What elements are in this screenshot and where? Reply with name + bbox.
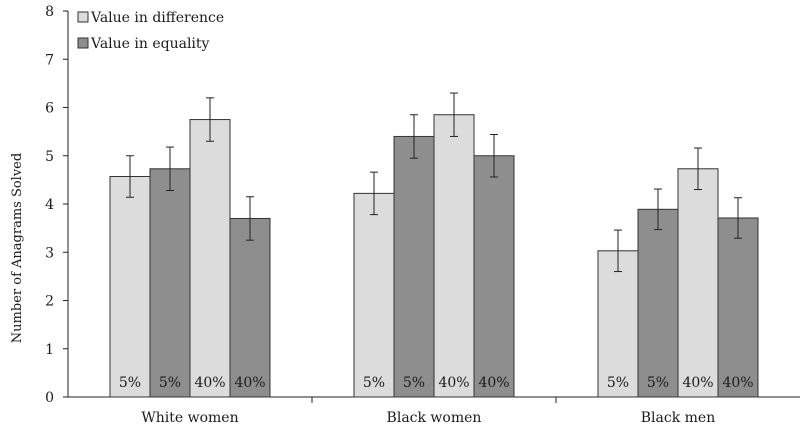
bar-label: 40%	[194, 375, 225, 391]
bar-label: 5%	[159, 375, 181, 391]
y-tick-label: 1	[45, 342, 54, 358]
category-label: Black men	[641, 410, 715, 426]
bars	[109, 114, 759, 398]
y-tick-label: 5	[45, 149, 54, 165]
bar	[149, 168, 191, 398]
bar-label: 40%	[682, 375, 713, 391]
category-labels: White women Black women Black men	[141, 410, 715, 426]
bar	[717, 217, 759, 398]
bar-label: 40%	[234, 375, 265, 391]
y-tick-label: 8	[45, 4, 54, 20]
bar	[473, 155, 515, 398]
bar-label: 40%	[438, 375, 469, 391]
legend-swatch	[77, 11, 89, 23]
y-tick-label: 4	[45, 197, 54, 213]
bar	[393, 135, 435, 398]
y-tick-label: 0	[45, 390, 54, 406]
bar	[597, 250, 639, 398]
bar-label: 5%	[607, 375, 629, 391]
bar	[189, 119, 231, 398]
legend: Value in difference Value in equality	[77, 10, 224, 52]
bar	[637, 208, 679, 398]
bar-label: 40%	[478, 375, 509, 391]
y-tick-labels: 0 1 2 3 4 5 6 7 8	[45, 4, 54, 406]
bar-label: 5%	[119, 375, 141, 391]
y-tick-label: 6	[45, 101, 54, 117]
y-tick-label: 3	[45, 245, 54, 261]
error-bars	[126, 92, 742, 273]
category-label: Black women	[387, 410, 482, 426]
category-label: White women	[141, 410, 238, 426]
y-tick-label: 2	[45, 294, 54, 310]
legend-label: Value in equality	[90, 36, 210, 52]
bar	[353, 192, 395, 398]
legend-swatch	[77, 37, 89, 49]
bar-label: 40%	[722, 375, 753, 391]
bar-label: 5%	[647, 375, 669, 391]
bar-labels: 5% 5% 40% 40% 5% 5% 40% 40% 5% 5% 40% 40%	[119, 375, 754, 391]
y-tick-label: 7	[45, 52, 54, 68]
bar-label: 5%	[403, 375, 425, 391]
bar	[677, 168, 719, 398]
bar	[109, 175, 151, 398]
bar	[433, 114, 475, 398]
legend-label: Value in difference	[90, 10, 224, 26]
y-axis-label: Number of Anagrams Solved	[10, 153, 25, 343]
bar-label: 5%	[363, 375, 385, 391]
bar	[229, 217, 271, 398]
